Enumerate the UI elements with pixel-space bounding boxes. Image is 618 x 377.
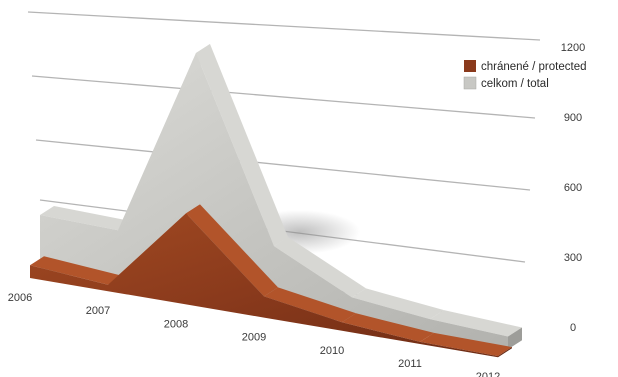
total-top-segment bbox=[40, 206, 132, 231]
protected-top-segment bbox=[30, 256, 122, 285]
total-top-segment bbox=[430, 310, 522, 337]
protected-end-cap bbox=[498, 347, 512, 358]
y-tick-label: 900 bbox=[564, 112, 582, 124]
gridline bbox=[35, 139, 531, 191]
protected-top-segment bbox=[186, 204, 278, 297]
y-tick-label: 300 bbox=[564, 252, 582, 264]
x-tick-label: 2012 bbox=[476, 371, 500, 377]
legend-swatch-protected bbox=[464, 60, 476, 72]
protected-top-segment bbox=[264, 287, 356, 323]
total-top-segment bbox=[196, 44, 288, 247]
series-protected bbox=[30, 204, 512, 358]
y-tick-label: 1200 bbox=[561, 42, 585, 54]
total-top-segment bbox=[352, 288, 444, 320]
legend: chránené / protected celkom / total bbox=[463, 60, 587, 90]
legend-label-protected: chránené / protected bbox=[481, 61, 587, 73]
protected-top-segment bbox=[420, 332, 512, 357]
x-tick-label: 2008 bbox=[164, 318, 188, 330]
x-axis-ticks: 2006 2007 2008 2009 2010 2011 2012 bbox=[8, 292, 500, 377]
gridline bbox=[31, 75, 536, 119]
y-tick-label: 0 bbox=[570, 322, 576, 334]
legend-swatch-total bbox=[463, 76, 477, 90]
protected-top-segment bbox=[342, 313, 434, 342]
gridline bbox=[27, 11, 541, 41]
x-tick-label: 2007 bbox=[86, 305, 110, 317]
y-tick-label: 600 bbox=[564, 182, 582, 194]
total-top-segment bbox=[274, 237, 366, 298]
total-end-cap bbox=[508, 327, 522, 350]
legend-label-total: celkom / total bbox=[481, 78, 549, 90]
x-tick-label: 2010 bbox=[320, 345, 344, 357]
y-axis-ticks: 0 300 600 900 1200 bbox=[561, 42, 585, 334]
x-tick-label: 2006 bbox=[8, 292, 32, 304]
protected-front-face bbox=[30, 213, 498, 358]
x-tick-label: 2011 bbox=[398, 358, 422, 370]
x-tick-label: 2009 bbox=[242, 332, 266, 344]
